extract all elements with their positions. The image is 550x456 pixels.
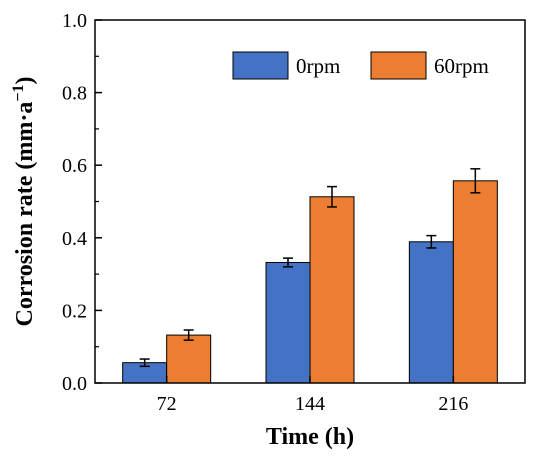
y-tick-label: 0.0: [62, 373, 87, 395]
bar-60rpm-144: [309, 196, 355, 384]
y-axis-title-superscript: −1: [10, 85, 27, 102]
x-axis-title: Time (h): [266, 424, 354, 450]
y-axis-title-main: Corrosion rate (mm·a: [12, 102, 38, 327]
bar-0rpm-216: [408, 241, 454, 384]
y-tick-label: 0.6: [62, 155, 87, 177]
legend: 0rpm 60rpm: [232, 51, 489, 80]
y-axis-title-close: ): [12, 77, 38, 85]
legend-swatch-60rpm: [370, 51, 427, 80]
x-tick-label: 72: [157, 393, 177, 415]
bar-60rpm-72: [166, 334, 212, 384]
y-tick-label: 0.4: [62, 228, 87, 250]
legend-label-0rpm: 0rpm: [296, 54, 340, 78]
y-tick-label: 1.0: [62, 10, 87, 32]
x-tick-label: 144: [295, 393, 325, 415]
y-tick-label: 0.8: [62, 83, 87, 105]
y-axis-title: Corrosion rate (mm·a−1): [10, 77, 38, 327]
axis-ticks: 0.0 0.2 0.4 0.6 0.8 1.0 72 144 216: [62, 10, 468, 415]
bar-0rpm-144: [265, 261, 311, 384]
bar-60rpm-216: [452, 180, 498, 384]
y-tick-label: 0.2: [62, 300, 87, 322]
legend-label-60rpm: 60rpm: [434, 54, 489, 78]
x-tick-label: 216: [438, 393, 468, 415]
bars-group: [122, 168, 498, 384]
legend-swatch-0rpm: [232, 51, 289, 80]
